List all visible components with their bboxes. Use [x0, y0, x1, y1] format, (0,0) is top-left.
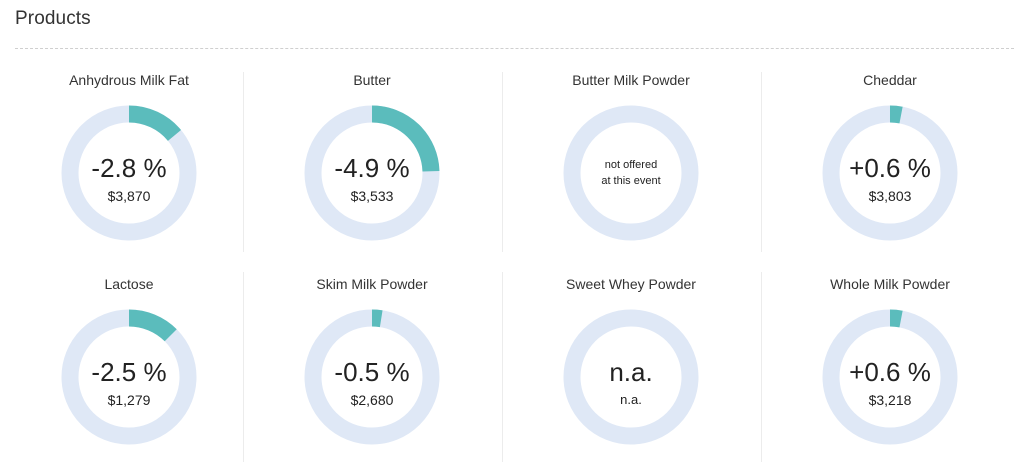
donut-track [563, 105, 699, 241]
product-donut: -2.8 % $3,870 [61, 105, 197, 241]
price-value: $3,803 [868, 188, 912, 204]
product-tile-anhydrous-milk-fat[interactable]: Anhydrous Milk Fat -2.8 % $3,870 [0, 60, 258, 260]
product-name: Anhydrous Milk Fat [69, 72, 189, 88]
product-tile-whole-milk-powder[interactable]: Whole Milk Powder +0.6 % $3,218 [761, 264, 1019, 464]
product-name: Butter [353, 72, 391, 88]
price-change: +0.6 % [849, 357, 931, 387]
column-divider [243, 272, 244, 462]
note-line-2: at this event [601, 175, 661, 187]
donut-center: -4.9 % $3,533 [304, 105, 440, 241]
donut-center: -2.5 % $1,279 [61, 309, 197, 445]
donut-ring [822, 309, 958, 445]
donut-center: +0.6 % $3,803 [822, 105, 958, 241]
donut-arc [304, 105, 440, 241]
donut-ring [304, 309, 440, 445]
product-tile-butter[interactable]: Butter -4.9 % $3,533 [243, 60, 501, 260]
price-value: $2,680 [350, 392, 394, 408]
price-change: -4.9 % [334, 153, 410, 183]
donut-center: +0.6 % $3,218 [822, 309, 958, 445]
donut-arc [61, 309, 197, 445]
product-tile-cheddar[interactable]: Cheddar +0.6 % $3,803 [761, 60, 1019, 260]
product-name: Whole Milk Powder [830, 276, 950, 292]
product-donut: +0.6 % $3,218 [822, 309, 958, 445]
product-donut: -0.5 % $2,680 [304, 309, 440, 445]
price-value: $3,218 [868, 392, 912, 408]
donut-ring [61, 309, 197, 445]
donut-ring [304, 105, 440, 241]
donut-ring [822, 105, 958, 241]
donut-ring [563, 105, 699, 241]
column-divider [761, 272, 762, 462]
product-tile-lactose[interactable]: Lactose -2.5 % $1,279 [0, 264, 258, 464]
product-name: Sweet Whey Powder [566, 276, 696, 292]
price-change: -2.5 % [91, 357, 167, 387]
products-row-2: Lactose -2.5 % $1,279 Skim Milk Powder [0, 264, 1024, 464]
donut-arc [304, 309, 440, 445]
donut-ring [61, 105, 197, 241]
donut-ring [563, 309, 699, 445]
product-donut: -4.9 % $3,533 [304, 105, 440, 241]
donut-arc [822, 105, 958, 241]
product-donut: -2.5 % $1,279 [61, 309, 197, 445]
price-change: +0.6 % [849, 153, 931, 183]
column-divider [502, 272, 503, 462]
column-divider [502, 72, 503, 252]
page-title: Products [15, 8, 91, 29]
donut-track [563, 309, 699, 445]
product-tile-skim-milk-powder[interactable]: Skim Milk Powder -0.5 % $2,680 [243, 264, 501, 464]
not-offered-note: not offered at this event [563, 157, 699, 189]
product-name: Lactose [104, 276, 154, 292]
product-name: Butter Milk Powder [572, 72, 690, 88]
donut-center: -0.5 % $2,680 [304, 309, 440, 445]
donut-center: -2.8 % $3,870 [61, 105, 197, 241]
product-donut: not offered at this event [563, 105, 699, 241]
product-donut: n.a. n.a. [563, 309, 699, 445]
product-name: Cheddar [863, 72, 917, 88]
header-divider [15, 48, 1014, 49]
products-row-1: Anhydrous Milk Fat -2.8 % $3,870 Butter [0, 60, 1024, 260]
donut-center: n.a. n.a. [563, 309, 699, 445]
note-line-1: not offered [604, 159, 658, 171]
price-change: n.a. [609, 357, 653, 387]
price-value: $3,870 [107, 188, 151, 204]
price-change: -0.5 % [334, 357, 410, 387]
column-divider [761, 72, 762, 252]
price-value: n.a. [620, 392, 642, 407]
product-donut: +0.6 % $3,803 [822, 105, 958, 241]
price-value: $1,279 [107, 392, 151, 408]
column-divider [243, 72, 244, 252]
product-tile-sweet-whey-powder[interactable]: Sweet Whey Powder n.a. n.a. [502, 264, 760, 464]
product-tile-butter-milk-powder[interactable]: Butter Milk Powder not offered at this e… [502, 60, 760, 260]
donut-arc [822, 309, 958, 445]
donut-center: not offered at this event [563, 105, 699, 241]
price-change: -2.8 % [91, 153, 167, 183]
price-value: $3,533 [350, 188, 394, 204]
product-name: Skim Milk Powder [316, 276, 428, 292]
donut-arc [61, 105, 197, 241]
